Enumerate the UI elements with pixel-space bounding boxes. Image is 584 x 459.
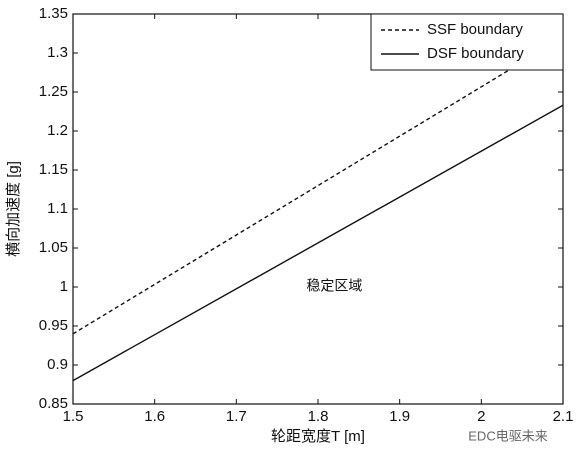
x-tick-label: 2.1 xyxy=(553,408,574,425)
y-tick-label: 1 xyxy=(60,278,68,295)
x-tick-label: 1.8 xyxy=(308,408,329,425)
legend-box xyxy=(370,13,564,71)
line xyxy=(72,36,564,335)
y-tick-label: 0.85 xyxy=(39,395,68,412)
y-tick-label: 1.05 xyxy=(39,239,68,256)
plot-frame xyxy=(72,13,564,405)
x-tick-label: 1.5 xyxy=(63,408,84,425)
x-axis-label: 轮距宽度T [m] xyxy=(271,428,365,445)
y-tick-label: 1.15 xyxy=(39,161,68,178)
y-tick-label: 1.25 xyxy=(39,83,68,100)
y-tick-label: 0.9 xyxy=(47,356,68,373)
x-tick-label: 2 xyxy=(477,408,485,425)
legend-label: SSF boundary xyxy=(427,21,523,38)
x-tick-label: 1.9 xyxy=(389,408,410,425)
x-tick-label: 1.7 xyxy=(226,408,247,425)
y-tick-label: 1.1 xyxy=(47,200,68,217)
y-tick-label: 1.3 xyxy=(47,44,68,61)
y-tick-label: 0.95 xyxy=(39,317,68,334)
y-tick-label: 1.2 xyxy=(47,122,68,139)
y-axis-label: 横向加速度 [g] xyxy=(5,161,22,257)
watermark: EDC电驱未来 xyxy=(468,428,547,443)
legend-label: DSF boundary xyxy=(427,45,524,62)
annotation: 稳定区域 xyxy=(306,278,362,294)
line xyxy=(72,104,564,382)
x-tick-label: 1.6 xyxy=(144,408,165,425)
y-tick-label: 1.35 xyxy=(39,5,68,22)
